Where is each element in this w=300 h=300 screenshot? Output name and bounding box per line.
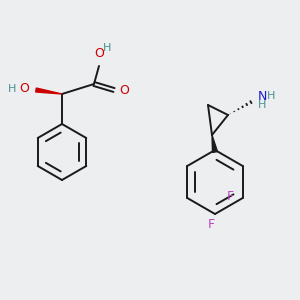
Polygon shape	[212, 135, 218, 152]
Text: N: N	[258, 89, 267, 103]
Text: O: O	[19, 82, 29, 95]
Polygon shape	[36, 88, 62, 94]
Text: O: O	[119, 83, 129, 97]
Text: F: F	[227, 190, 234, 203]
Text: F: F	[207, 218, 214, 232]
Text: O: O	[94, 47, 104, 60]
Text: H: H	[103, 43, 111, 53]
Text: H: H	[8, 84, 16, 94]
Text: H: H	[267, 91, 275, 101]
Text: H: H	[258, 100, 266, 110]
